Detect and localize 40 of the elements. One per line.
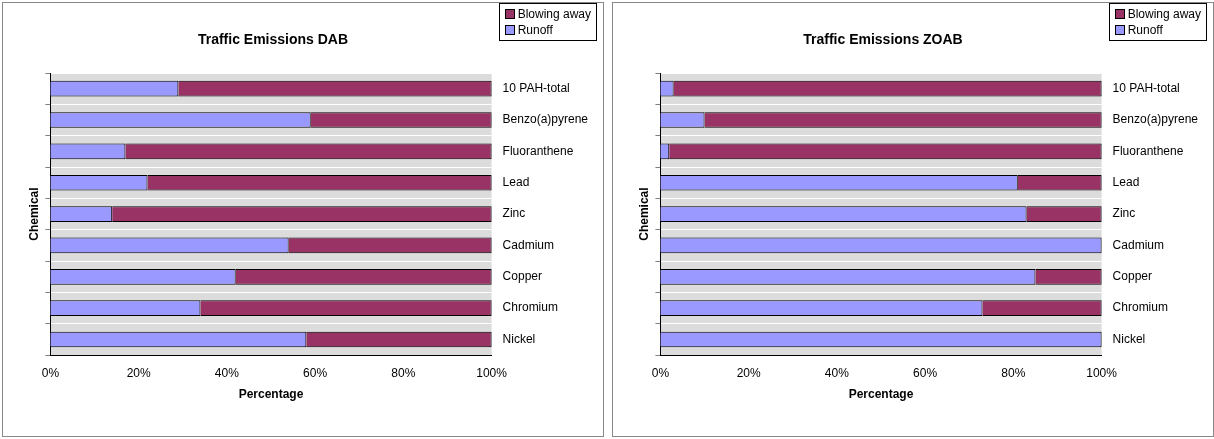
y-tick-label: Benzo(a)pyrene [1112,112,1199,127]
x-tick-label: 40% [214,365,240,380]
y-tick-label: Benzo(a)pyrene [502,112,589,127]
x-tick-label: 100% [1086,365,1118,380]
x-tick-label: 80% [391,365,416,380]
x-tick-label: 60% [913,365,938,380]
x-tick-label: 100% [476,365,508,380]
y-tick-label: Lead [502,175,530,190]
y-tick-label: Zinc [1112,206,1136,221]
y-tick-label: Cadmium [1112,237,1164,252]
y-tick-label: Fluoranthene [502,143,574,158]
y-tick-label: Copper [1112,269,1152,284]
y-tick-label: Zinc [502,206,526,221]
legend-label: Runoff [517,22,553,38]
x-tick-label: 60% [303,365,328,380]
legend-label: Blowing away [517,6,591,22]
x-tick-label: 0% [41,365,60,380]
chart-title: Traffic Emissions ZOAB [802,31,964,47]
legend-label: Runoff [1127,22,1163,38]
chart-title: Traffic Emissions DAB [196,31,350,47]
y-tick-label: Fluoranthene [1112,143,1184,158]
y-axis-title: Chemical [636,187,651,241]
y-tick-label: Lead [1112,175,1140,190]
y-tick-label: Nickel [1112,331,1146,346]
y-tick-label: Chromium [502,300,558,315]
y-tick-label: Copper [502,269,542,284]
y-tick-label: Chromium [1112,300,1168,315]
x-tick-label: 40% [824,365,850,380]
legend-label: Blowing away [1127,6,1201,22]
y-axis-title: Chemical [26,187,41,241]
x-tick-label: 0% [651,365,670,380]
x-tick-label: 20% [126,365,151,380]
y-tick-label: 10 PAH-total [1112,80,1180,95]
x-tick-label: 20% [736,365,761,380]
y-tick-label: Nickel [502,331,536,346]
y-tick-label: Cadmium [502,237,554,252]
y-tick-label: 10 PAH-total [502,80,570,95]
x-axis-title: Percentage [848,387,914,402]
x-tick-label: 80% [1001,365,1026,380]
x-axis-title: Percentage [238,387,304,402]
